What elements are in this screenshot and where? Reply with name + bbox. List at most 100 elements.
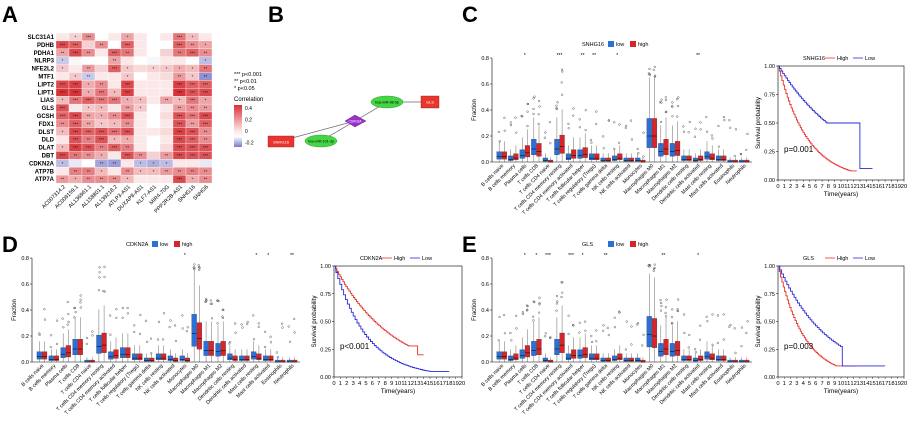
heatmap-star: *** bbox=[125, 90, 131, 95]
boxplot-outlier bbox=[624, 126, 627, 129]
boxplot-outlier bbox=[537, 122, 540, 125]
heatmap-star: * bbox=[127, 74, 129, 79]
boxplot-outlier bbox=[85, 342, 88, 345]
heatmap-cell bbox=[133, 72, 148, 81]
boxplot-sig-mark: ** bbox=[290, 253, 294, 259]
boxplot-outlier bbox=[91, 334, 94, 337]
heatmap-star: * bbox=[114, 121, 116, 126]
heatmap-star: * bbox=[192, 177, 194, 182]
survival-x-tick-label: 14 bbox=[420, 381, 427, 387]
survival-y-tick-label: 0.50 bbox=[320, 320, 331, 326]
boxplot-outlier bbox=[687, 131, 690, 134]
boxplot-box-high bbox=[513, 353, 519, 361]
boxplot-box-high bbox=[173, 357, 179, 362]
boxplot-outlier bbox=[252, 314, 255, 317]
boxplot-box-low bbox=[542, 357, 548, 362]
survival-x-tick-label: 4 bbox=[802, 381, 806, 387]
boxplot-outlier bbox=[209, 302, 212, 305]
panel-a-heatmap: SLC31A1 * *** * *** *PDHB *** *** ** *** *** ** *PDH… bbox=[28, 32, 263, 215]
boxplot-outlier bbox=[538, 296, 541, 299]
boxplot-outlier bbox=[659, 301, 663, 305]
boxplot-y-tick-label: 0.4 bbox=[481, 108, 489, 114]
boxplot-box-high bbox=[280, 359, 286, 363]
boxplot-box-low bbox=[612, 355, 618, 361]
boxplot-outlier bbox=[734, 351, 737, 354]
boxplot-y-tick-label: 0.2 bbox=[21, 334, 29, 340]
boxplot-outlier bbox=[532, 97, 535, 100]
boxplot-box-high bbox=[698, 155, 704, 161]
boxplot-box-high bbox=[196, 322, 202, 350]
boxplot-outlier bbox=[181, 327, 184, 330]
heatmap-star: *** bbox=[190, 114, 196, 119]
boxplot-outlier bbox=[688, 120, 691, 124]
boxplot-outlier bbox=[705, 116, 708, 119]
heatmap-cell bbox=[133, 111, 148, 121]
heatmap-star: ** bbox=[113, 114, 117, 119]
heatmap-star: ** bbox=[87, 153, 91, 158]
boxplot-outlier bbox=[625, 320, 628, 323]
boxplot-outlier bbox=[269, 335, 272, 338]
survival-legend-gene: SNHG16 bbox=[803, 56, 825, 62]
heatmap-cell bbox=[55, 32, 70, 42]
boxplot-box-low bbox=[531, 139, 537, 155]
boxplot-box-low bbox=[681, 355, 687, 361]
heatmap-cell bbox=[172, 56, 187, 65]
boxplot-outlier bbox=[98, 276, 101, 279]
boxplot-box-high bbox=[594, 353, 600, 361]
boxplot-box-low bbox=[565, 153, 571, 161]
boxplot-outlier bbox=[584, 329, 587, 332]
boxplot-outlier bbox=[555, 104, 558, 107]
boxplot-legend-high: high bbox=[638, 242, 648, 248]
boxplot-box-high bbox=[709, 153, 715, 161]
boxplot-box-high bbox=[536, 143, 542, 157]
heatmap-star: *** bbox=[190, 98, 196, 103]
boxplot-outlier bbox=[38, 332, 41, 335]
boxplot-box-high bbox=[640, 359, 646, 363]
heatmap-star: *** bbox=[99, 129, 105, 134]
boxplot-outlier bbox=[578, 331, 581, 334]
boxplot-outlier bbox=[544, 332, 547, 335]
heatmap-row-label: SLC31A1 bbox=[28, 35, 55, 41]
boxplot-outlier bbox=[66, 300, 69, 304]
boxplot-outlier bbox=[73, 316, 76, 319]
boxplot-outlier bbox=[682, 125, 685, 128]
boxplot-outlier bbox=[197, 264, 200, 267]
heatmap-cell bbox=[146, 143, 161, 152]
boxplot-sig-mark: * bbox=[697, 253, 699, 259]
boxplot-outlier bbox=[497, 130, 500, 134]
boxplot-outlier bbox=[711, 343, 714, 346]
boxplot-sig-mark: *** bbox=[545, 253, 551, 259]
heatmap-cell bbox=[159, 143, 174, 152]
heatmap-cell bbox=[133, 127, 148, 136]
boxplot-outlier bbox=[497, 339, 500, 342]
boxplot-outlier bbox=[144, 319, 148, 322]
boxplot-box-low bbox=[577, 149, 583, 159]
boxplot-box-low bbox=[120, 347, 126, 358]
boxplot-outlier bbox=[693, 348, 697, 351]
heatmap-row-label: FDX1 bbox=[39, 122, 55, 128]
boxplot-box-low bbox=[496, 151, 502, 160]
boxplot-box-low bbox=[554, 339, 560, 356]
boxplot-outlier bbox=[642, 155, 645, 158]
boxplot-outlier bbox=[671, 308, 674, 311]
survival-x-tick-label: 18 bbox=[888, 184, 894, 190]
boxplot-outlier bbox=[578, 321, 581, 324]
boxplot-outlier bbox=[618, 141, 621, 144]
boxplot-outlier bbox=[198, 268, 201, 272]
boxplot-box-high bbox=[536, 339, 542, 356]
boxplot-box-low bbox=[203, 341, 209, 356]
survival-x-tick-label: 15 bbox=[427, 381, 433, 387]
heatmap-star: * bbox=[205, 42, 207, 47]
boxplot-outlier bbox=[717, 145, 721, 148]
heatmap-star: *** bbox=[190, 129, 196, 134]
boxplot-outlier bbox=[102, 289, 105, 293]
heatmap-star: * bbox=[153, 161, 155, 166]
boxplot-outlier bbox=[567, 127, 570, 130]
boxplot-box-low bbox=[108, 351, 114, 360]
boxplot-outlier bbox=[186, 326, 189, 329]
heatmap-cell bbox=[133, 175, 148, 184]
boxplot-outlier bbox=[146, 340, 149, 343]
heatmap-star: *** bbox=[73, 121, 79, 126]
boxplot-box-high bbox=[501, 151, 507, 160]
